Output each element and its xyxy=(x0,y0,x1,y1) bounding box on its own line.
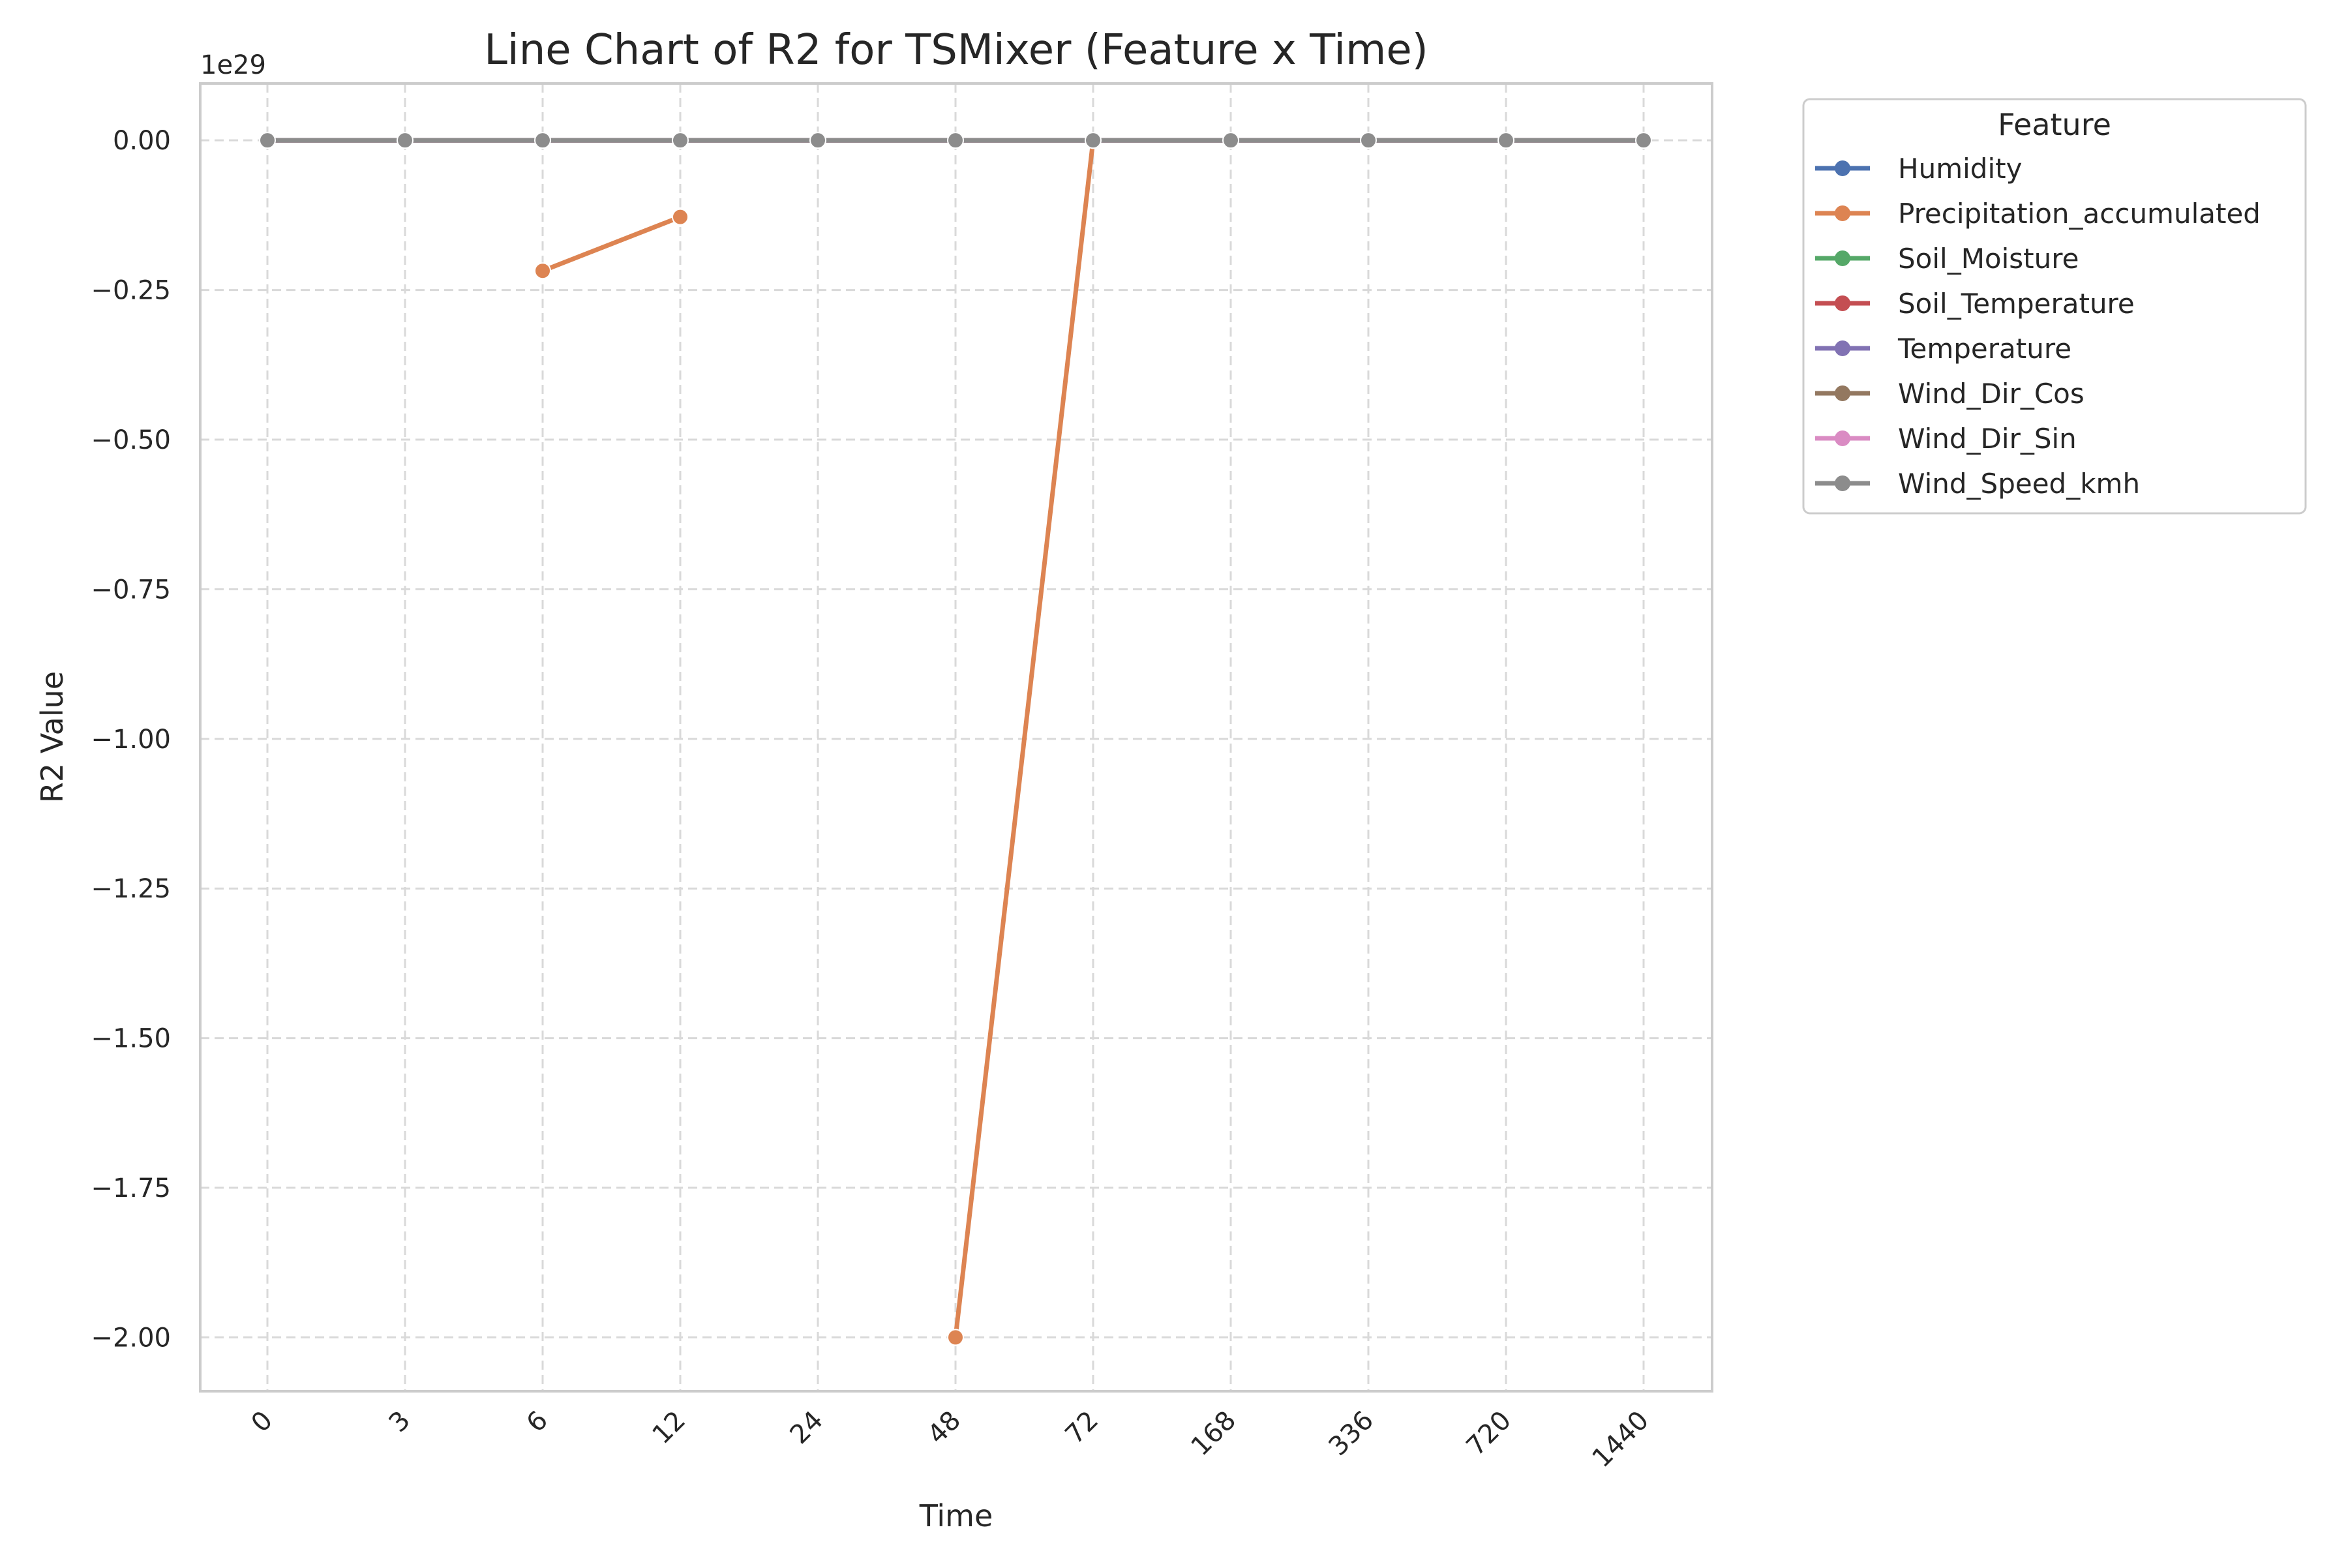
legend-item: Temperature xyxy=(1815,333,2071,365)
series-line-segment xyxy=(540,215,683,273)
x-tick-label: 336 xyxy=(1323,1406,1380,1462)
plot-frame xyxy=(199,82,1713,1393)
legend: Feature Humidity Precipitation_accumulate… xyxy=(1802,98,2307,515)
series-wind-speed-kmh xyxy=(259,132,1652,149)
legend-frame xyxy=(1802,98,2307,515)
data-point xyxy=(259,132,276,149)
x-tick-label: 1440 xyxy=(1587,1406,1655,1474)
data-point xyxy=(1635,132,1652,149)
legend-swatch-marker xyxy=(1835,205,1850,221)
data-point xyxy=(1085,132,1102,149)
data-point xyxy=(1222,132,1239,149)
y-tick-label: −1.75 xyxy=(91,1173,171,1203)
legend-swatch-marker xyxy=(1835,430,1850,446)
data-point xyxy=(809,132,826,149)
data-point xyxy=(397,132,414,149)
x-tick-label: 24 xyxy=(785,1406,830,1451)
y-tick-label: −2.00 xyxy=(91,1323,171,1353)
legend-label: Soil_Temperature xyxy=(1898,288,2135,320)
grid xyxy=(200,83,1712,1391)
legend-swatch-marker xyxy=(1835,250,1850,266)
x-tick-label: 720 xyxy=(1461,1406,1518,1462)
x-tick-label: 0 xyxy=(246,1406,279,1439)
legend-item: Precipitation_accumulated xyxy=(1815,198,2261,230)
data-point xyxy=(947,132,964,149)
legend-item: Humidity xyxy=(1815,153,2022,185)
legend-label: Soil_Moisture xyxy=(1898,243,2079,275)
x-axis-ticks: 0 3 6 12 24 48 72 168 336 720 1440 xyxy=(246,1406,1655,1474)
series-precipitation-accumulated xyxy=(534,132,1102,1346)
data-point xyxy=(1498,132,1514,149)
legend-swatch-marker xyxy=(1835,475,1850,491)
data-point xyxy=(534,132,551,149)
chart-title: Line Chart of R2 for TSMixer (Feature x … xyxy=(484,26,1428,74)
data-point xyxy=(672,132,689,149)
legend-label: Wind_Dir_Sin xyxy=(1898,423,2077,455)
y-offset-label: 1e29 xyxy=(200,50,266,80)
y-tick-label: −1.50 xyxy=(91,1024,171,1054)
y-tick-label: −0.75 xyxy=(91,575,171,605)
x-tick-label: 168 xyxy=(1186,1406,1242,1462)
data-point xyxy=(534,262,551,280)
x-tick-label: 6 xyxy=(521,1406,554,1439)
legend-item: Wind_Dir_Sin xyxy=(1815,423,2077,455)
data-point xyxy=(947,1329,964,1346)
legend-swatch-marker xyxy=(1835,160,1850,176)
legend-swatch-marker xyxy=(1835,295,1850,311)
y-axis-label: R2 Value xyxy=(35,671,70,803)
y-tick-label: −1.00 xyxy=(91,725,171,755)
legend-label: Humidity xyxy=(1898,153,2022,185)
legend-label: Temperature xyxy=(1897,333,2071,365)
y-tick-label: −0.25 xyxy=(91,276,171,306)
legend-label: Precipitation_accumulated xyxy=(1898,198,2261,230)
data-point xyxy=(1360,132,1377,149)
y-tick-label: −1.25 xyxy=(91,874,171,904)
legend-item: Wind_Speed_kmh xyxy=(1815,468,2140,500)
legend-item: Soil_Moisture xyxy=(1815,243,2079,275)
series-line-segment xyxy=(953,138,1096,1340)
y-axis-ticks: 0.00 −0.25 −0.50 −0.75 −1.00 −1.25 −1.50 −1.75 −… xyxy=(91,126,171,1353)
legend-item: Soil_Temperature xyxy=(1815,288,2135,320)
legend-label: Wind_Speed_kmh xyxy=(1898,468,2140,500)
x-tick-label: 72 xyxy=(1060,1406,1105,1451)
data-point xyxy=(672,208,689,226)
x-tick-label: 12 xyxy=(647,1406,692,1451)
legend-item: Wind_Dir_Cos xyxy=(1815,378,2085,410)
x-tick-label: 3 xyxy=(384,1406,417,1439)
x-axis-label: Time xyxy=(919,1498,993,1533)
y-tick-label: 0.00 xyxy=(113,126,171,156)
legend-items: Humidity Precipitation_accumulated Soil_Mo… xyxy=(1815,153,2261,500)
legend-title: Feature xyxy=(1998,107,2111,142)
x-tick-label: 48 xyxy=(922,1406,967,1451)
legend-swatch-marker xyxy=(1835,340,1850,356)
legend-swatch-marker xyxy=(1835,385,1850,401)
y-tick-label: −0.50 xyxy=(91,425,171,455)
legend-label: Wind_Dir_Cos xyxy=(1898,378,2085,410)
series-layer xyxy=(259,132,1652,1346)
